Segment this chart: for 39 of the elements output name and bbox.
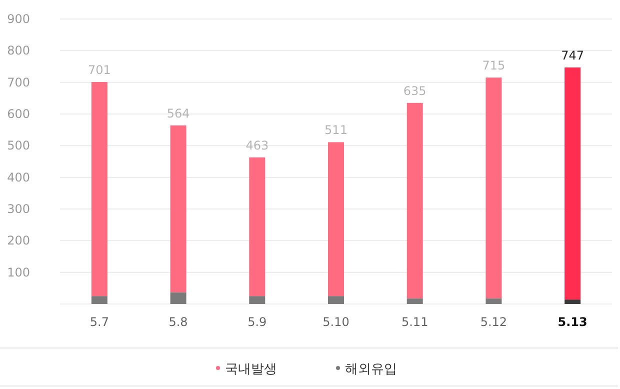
y-tick-label: 500 <box>7 138 30 153</box>
total-label: 511 <box>324 123 348 138</box>
bar <box>486 298 502 304</box>
x-tick-label: 5.12 <box>480 315 508 329</box>
x-tick-label: 5.10 <box>322 315 350 329</box>
bar <box>328 296 344 304</box>
legend-label: 국내발생 <box>225 362 277 377</box>
total-label: 747 <box>561 48 584 62</box>
bar <box>564 67 581 300</box>
bar <box>406 298 423 304</box>
bar <box>170 292 186 304</box>
x-tick-label: 5.13 <box>558 315 588 329</box>
bar <box>564 300 581 304</box>
y-tick-label: 600 <box>7 107 30 121</box>
x-tick-label: 5.7 <box>90 315 109 329</box>
legend-label: 해외유입 <box>345 362 397 377</box>
total-label: 463 <box>246 138 269 152</box>
bar <box>486 78 502 298</box>
x-tick-label: 5.11 <box>402 315 428 329</box>
x-tick-label: 5.9 <box>248 315 267 329</box>
bar <box>91 296 108 304</box>
total-label: 701 <box>88 63 111 78</box>
y-tick-label: 300 <box>7 202 30 216</box>
bar <box>170 125 186 292</box>
bar <box>249 157 266 296</box>
total-label: 564 <box>166 106 190 120</box>
y-tick-label: 900 <box>7 12 30 26</box>
y-tick-label: 700 <box>7 75 30 90</box>
total-label: 715 <box>482 58 506 73</box>
bar <box>91 82 108 296</box>
x-tick-label: 5.8 <box>168 315 188 329</box>
bar <box>406 102 423 298</box>
total-label: 635 <box>403 84 426 98</box>
bar <box>249 296 266 304</box>
y-tick-label: 100 <box>7 265 30 280</box>
bar <box>328 142 344 296</box>
y-tick-label: 400 <box>7 170 30 184</box>
y-tick-label: 200 <box>7 234 30 248</box>
y-tick-label: 800 <box>7 44 30 58</box>
